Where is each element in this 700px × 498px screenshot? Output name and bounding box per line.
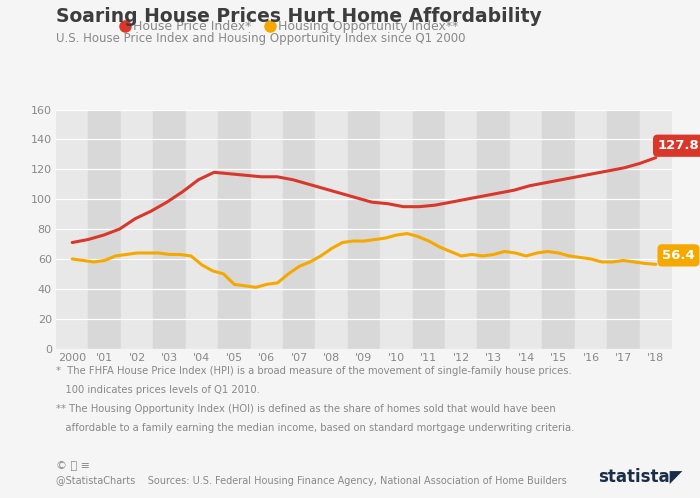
Bar: [640, 110, 672, 349]
Text: U.S. House Price Index and Housing Opportunity Index since Q1 2000: U.S. House Price Index and Housing Oppor…: [56, 32, 466, 45]
Bar: [607, 110, 640, 349]
Text: 100 indicates prices levels of Q1 2010.: 100 indicates prices levels of Q1 2010.: [56, 385, 260, 395]
Text: affordable to a family earning the median income, based on standard mortgage und: affordable to a family earning the media…: [56, 423, 575, 433]
Bar: [575, 110, 607, 349]
Bar: [283, 110, 316, 349]
Bar: [412, 110, 445, 349]
Bar: [348, 110, 380, 349]
Legend: House Price Index*, Housing Opportunity Index**: House Price Index*, Housing Opportunity …: [117, 15, 463, 38]
Bar: [380, 110, 412, 349]
Text: @StatistaCharts    Sources: U.S. Federal Housing Finance Agency, National Associ: @StatistaCharts Sources: U.S. Federal Ho…: [56, 476, 567, 486]
Bar: [218, 110, 251, 349]
Bar: [88, 110, 121, 349]
Bar: [445, 110, 477, 349]
Bar: [316, 110, 348, 349]
Text: 56.4: 56.4: [662, 249, 695, 262]
Bar: [510, 110, 542, 349]
Bar: [153, 110, 186, 349]
Bar: [251, 110, 283, 349]
Bar: [186, 110, 218, 349]
Text: © ⓘ ≡: © ⓘ ≡: [56, 461, 90, 471]
Text: *  The FHFA House Price Index (HPI) is a broad measure of the movement of single: * The FHFA House Price Index (HPI) is a …: [56, 366, 572, 376]
Text: Soaring House Prices Hurt Home Affordability: Soaring House Prices Hurt Home Affordabi…: [56, 7, 542, 26]
Text: ** The Housing Opportunity Index (HOI) is defined as the share of homes sold tha: ** The Housing Opportunity Index (HOI) i…: [56, 404, 556, 414]
Bar: [542, 110, 575, 349]
Bar: [56, 110, 88, 349]
Bar: [121, 110, 153, 349]
Text: 127.8: 127.8: [657, 139, 699, 152]
Text: statista◤: statista◤: [598, 468, 682, 486]
Bar: [477, 110, 510, 349]
